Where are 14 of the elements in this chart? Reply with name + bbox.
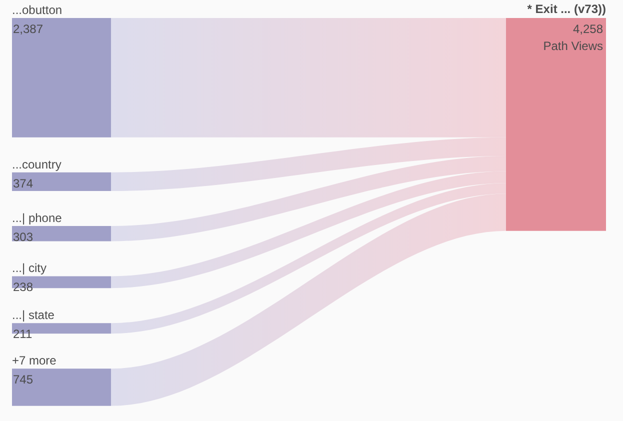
text: * Exit ... (v73)): [527, 2, 606, 16]
text: 4,258: [572, 22, 604, 36]
category-label: ...obutton: [12, 3, 62, 17]
category-label: ...| phone: [12, 211, 62, 226]
text: Path Views: [543, 39, 603, 53]
data-label: 211: [13, 327, 32, 342]
data-label: 374: [13, 176, 34, 190]
category-label: ...country: [12, 157, 62, 172]
category-label: +7 more: [12, 354, 57, 368]
data-label: 745: [13, 372, 34, 387]
data-label: 2,387: [13, 22, 44, 36]
category-label: ...| city: [12, 261, 46, 276]
data-label: 303: [13, 230, 34, 244]
category-label: ...| state: [12, 308, 55, 322]
